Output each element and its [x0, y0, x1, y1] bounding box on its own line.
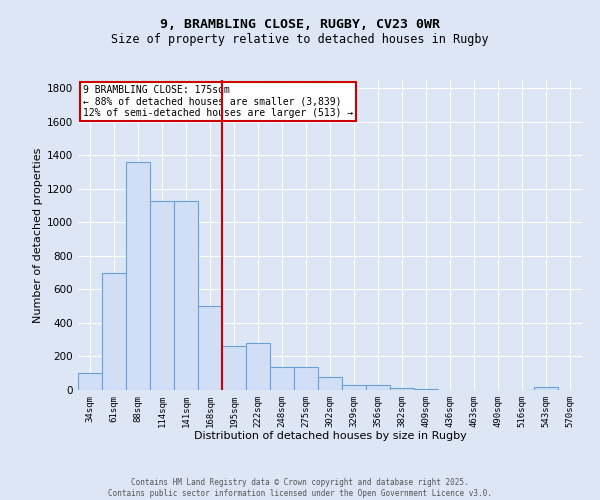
Bar	[78, 373, 102, 390]
Bar	[318, 378, 342, 390]
Text: 9 BRAMBLING CLOSE: 175sqm
← 88% of detached houses are smaller (3,839)
12% of se: 9 BRAMBLING CLOSE: 175sqm ← 88% of detac…	[83, 84, 353, 118]
X-axis label: Distribution of detached houses by size in Rugby: Distribution of detached houses by size …	[194, 432, 466, 442]
Bar	[534, 388, 558, 390]
Bar	[174, 200, 198, 390]
Text: 9, BRAMBLING CLOSE, RUGBY, CV23 0WR: 9, BRAMBLING CLOSE, RUGBY, CV23 0WR	[160, 18, 440, 30]
Bar	[126, 162, 150, 390]
Bar	[390, 388, 414, 390]
Y-axis label: Number of detached properties: Number of detached properties	[33, 148, 43, 322]
Bar	[246, 343, 270, 390]
Bar	[414, 389, 438, 390]
Bar	[270, 366, 294, 390]
Text: Contains HM Land Registry data © Crown copyright and database right 2025.
Contai: Contains HM Land Registry data © Crown c…	[108, 478, 492, 498]
Bar	[198, 306, 222, 390]
Bar	[150, 200, 174, 390]
Bar	[366, 385, 390, 390]
Bar	[102, 272, 126, 390]
Bar	[342, 385, 366, 390]
Bar	[294, 366, 318, 390]
Text: Size of property relative to detached houses in Rugby: Size of property relative to detached ho…	[111, 32, 489, 46]
Bar	[222, 346, 246, 390]
